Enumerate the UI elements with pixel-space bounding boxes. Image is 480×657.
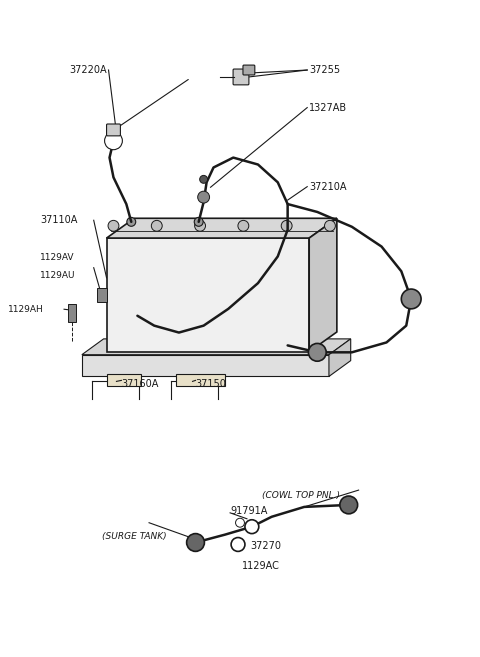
Text: 1327AB: 1327AB xyxy=(309,102,348,112)
Circle shape xyxy=(187,533,204,551)
Text: 37220A: 37220A xyxy=(69,65,107,75)
Polygon shape xyxy=(329,339,351,376)
Text: 1129AH: 1129AH xyxy=(8,305,44,314)
Bar xyxy=(176,374,225,386)
Text: 37160A: 37160A xyxy=(121,379,159,390)
Text: 37210A: 37210A xyxy=(309,182,347,192)
Polygon shape xyxy=(309,218,337,351)
Circle shape xyxy=(281,220,292,231)
Circle shape xyxy=(231,537,245,551)
Text: (SURGE TANK): (SURGE TANK) xyxy=(102,532,166,541)
Circle shape xyxy=(198,191,210,203)
Circle shape xyxy=(340,496,358,514)
Circle shape xyxy=(308,344,326,361)
Circle shape xyxy=(194,217,203,226)
Circle shape xyxy=(200,175,207,183)
Text: 1129AU: 1129AU xyxy=(40,271,76,280)
Circle shape xyxy=(245,520,259,533)
FancyBboxPatch shape xyxy=(107,124,120,136)
Text: 1129AV: 1129AV xyxy=(40,254,75,262)
Polygon shape xyxy=(107,218,337,238)
Bar xyxy=(107,374,141,386)
Circle shape xyxy=(236,518,244,527)
Text: 1129AC: 1129AC xyxy=(242,561,280,571)
Bar xyxy=(68,304,76,322)
Text: (COWL TOP PNL.): (COWL TOP PNL.) xyxy=(262,491,340,499)
Circle shape xyxy=(127,217,136,226)
Text: 37110A: 37110A xyxy=(40,215,78,225)
Text: 37270: 37270 xyxy=(250,541,281,551)
Text: 37150: 37150 xyxy=(195,379,227,390)
Circle shape xyxy=(194,220,205,231)
Text: 91791A: 91791A xyxy=(230,506,267,516)
Bar xyxy=(107,238,309,351)
Circle shape xyxy=(238,220,249,231)
Bar xyxy=(82,355,329,376)
Circle shape xyxy=(324,220,336,231)
Text: 37255: 37255 xyxy=(309,65,340,75)
Circle shape xyxy=(105,132,122,150)
Polygon shape xyxy=(82,339,351,355)
FancyBboxPatch shape xyxy=(233,69,249,85)
Circle shape xyxy=(108,220,119,231)
Circle shape xyxy=(401,289,421,309)
Circle shape xyxy=(151,220,162,231)
Bar xyxy=(96,288,107,302)
FancyBboxPatch shape xyxy=(243,65,255,75)
